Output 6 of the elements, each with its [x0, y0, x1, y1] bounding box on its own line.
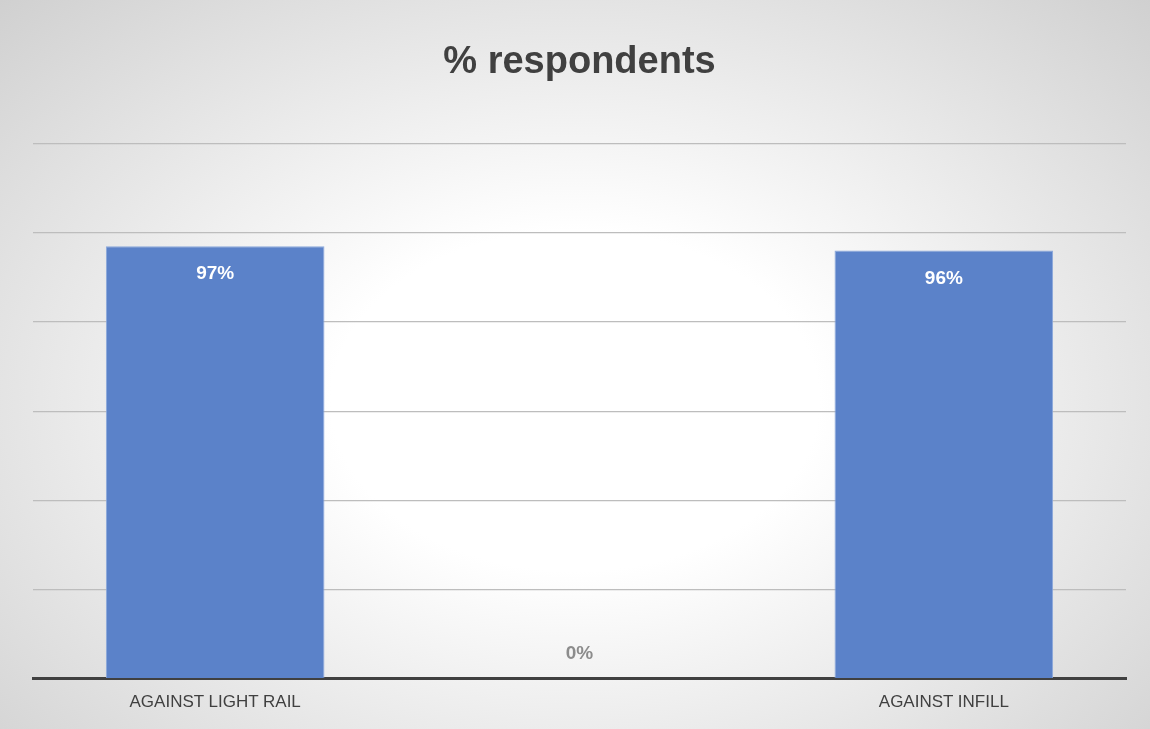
data-label: 96%	[924, 266, 963, 288]
data-label: 97%	[196, 262, 235, 284]
x-tick-label: AGAINST LIGHT RAIL	[129, 692, 301, 712]
chart-title: % respondents	[443, 39, 716, 82]
data-label: 0%	[565, 641, 594, 663]
x-tick-label: AGAINST INFILL	[878, 692, 1009, 712]
